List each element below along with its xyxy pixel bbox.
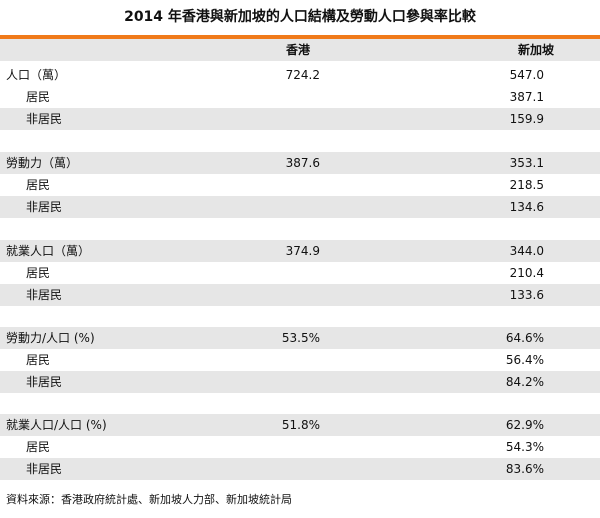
row-label: 勞動力（萬） [6,156,79,170]
table-row: 非居民 83.6% [0,458,600,480]
hong-kong-value: 51.8% [281,418,320,432]
row-label: 居民 [26,440,51,454]
table-row: 就業人口/人口 (%) 51.8% 62.9% [0,414,600,436]
singapore-value: 344.0 [509,244,544,258]
row-label: 非居民 [26,375,63,389]
singapore-value: 210.4 [509,266,544,280]
row-label: 勞動力/人口 (%) [6,331,95,345]
table-row: 非居民 159.9 [0,108,600,130]
table-title: 2014 年香港與新加坡的人口結構及勞動人口參與率比較 [124,9,476,25]
singapore-value: 387.1 [509,90,544,104]
singapore-value: 353.1 [509,156,544,170]
table-row: 非居民 84.2% [0,371,600,393]
singapore-value: 56.4% [505,353,544,367]
singapore-value: 218.5 [509,178,544,192]
table-row: 勞動力（萬） 387.6 353.1 [0,152,600,174]
row-label: 居民 [26,353,51,367]
table-row: 居民 210.4 [0,262,600,284]
row-label: 非居民 [26,462,63,476]
table-row: 就業人口（萬） 374.9 344.0 [0,240,600,262]
column-header-singapore: 新加坡 [517,43,554,57]
table-row: 居民 387.1 [0,86,600,108]
singapore-value: 84.2% [505,375,544,389]
table-header-row: 香港 新加坡 [0,39,600,61]
row-label: 非居民 [26,200,63,214]
row-label: 居民 [26,266,51,280]
singapore-value: 133.6 [509,288,544,302]
singapore-value: 62.9% [505,418,544,432]
table-row: 居民 56.4% [0,349,600,371]
row-label: 就業人口/人口 (%) [6,418,107,432]
title-accent-bar [0,35,600,39]
table-row: 居民 218.5 [0,174,600,196]
row-label: 非居民 [26,288,63,302]
row-label: 就業人口（萬） [6,244,91,258]
column-header-hong-kong: 香港 [285,43,310,57]
row-label: 居民 [26,90,51,104]
singapore-value: 134.6 [509,200,544,214]
singapore-value: 64.6% [505,331,544,345]
table-row: 非居民 134.6 [0,196,600,218]
table-row: 勞動力/人口 (%) 53.5% 64.6% [0,327,600,349]
source-note: 資料來源：香港政府統計處、新加坡人力部、新加坡統計局 [6,493,292,506]
singapore-value: 159.9 [509,112,544,126]
row-label: 非居民 [26,112,63,126]
table-row: 非居民 133.6 [0,284,600,306]
singapore-value: 54.3% [505,440,544,454]
row-label: 居民 [26,178,51,192]
table-row: 居民 54.3% [0,436,600,458]
singapore-value: 547.0 [509,68,544,82]
hong-kong-value: 53.5% [281,331,320,345]
row-label: 人口（萬） [6,68,67,82]
hong-kong-value: 724.2 [285,68,320,82]
hong-kong-value: 387.6 [285,156,320,170]
hong-kong-value: 374.9 [285,244,320,258]
table-row: 人口（萬） 724.2 547.0 [0,64,600,86]
singapore-value: 83.6% [505,462,544,476]
